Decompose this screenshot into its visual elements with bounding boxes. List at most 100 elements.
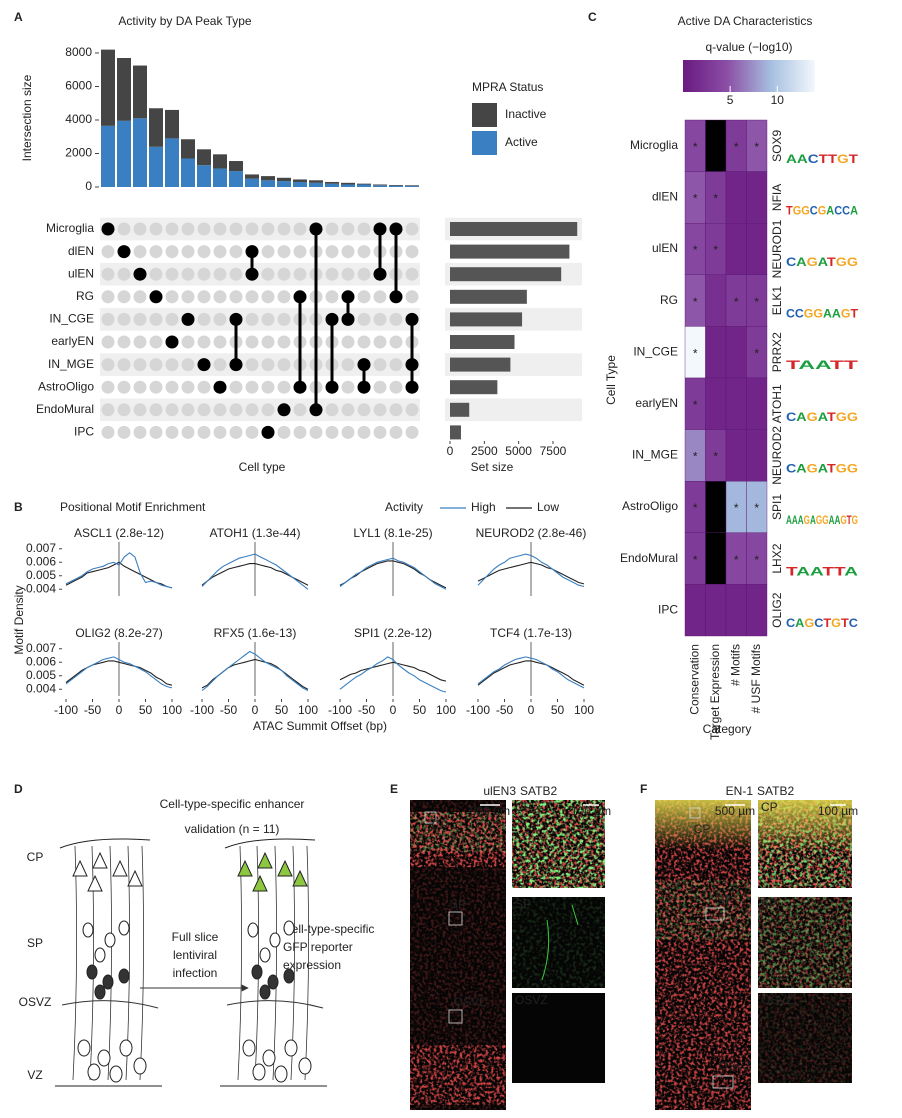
migrating-cell	[86, 964, 98, 980]
bar-segment	[165, 109, 179, 139]
bar-segment	[245, 178, 259, 187]
set-label: IN_CGE	[49, 312, 94, 326]
column-label: # Motifs	[728, 644, 742, 686]
bar	[450, 357, 511, 372]
empty-dot	[229, 245, 243, 259]
stain-label: SATB2	[520, 784, 557, 798]
radial-fiber	[304, 845, 309, 1081]
empty-dot	[389, 403, 403, 417]
panel-label: D	[14, 782, 23, 796]
empty-dot	[405, 290, 419, 304]
y-tick-label: 0.005	[26, 668, 56, 682]
cell	[82, 922, 94, 938]
x-tick-label: -50	[220, 703, 238, 717]
x-tick-label: -100	[328, 703, 352, 717]
bar	[450, 222, 578, 236]
x-tick-label: 50	[139, 703, 153, 717]
neuron	[92, 851, 108, 869]
heat-cell	[725, 326, 747, 379]
member-dot	[405, 358, 419, 372]
scale-label: 500 µm	[715, 804, 755, 818]
empty-dot	[357, 403, 371, 417]
legend-swatch	[472, 103, 497, 127]
member-dot	[405, 312, 419, 326]
motif-name: NEUROD1	[770, 219, 784, 278]
row-label: EndoMural	[620, 551, 678, 565]
row-stripe	[100, 308, 420, 331]
green-signal	[410, 812, 506, 852]
empty-dot	[277, 358, 291, 372]
empty-dot	[197, 335, 211, 349]
osvz-boundary	[61, 1000, 159, 1009]
x-axis-label: Set size	[471, 460, 514, 474]
region-label: OSVZ	[719, 1059, 752, 1073]
empty-dot	[133, 425, 147, 439]
radial-fiber	[254, 845, 259, 1081]
progenitor	[77, 1039, 91, 1057]
significance-star: *	[713, 243, 718, 257]
bar-segment	[309, 182, 323, 187]
bar	[450, 267, 562, 282]
empty-dot	[133, 290, 147, 304]
empty-dot	[133, 380, 147, 394]
neuron	[277, 859, 293, 877]
significance-star: *	[754, 140, 759, 154]
bar-segment	[309, 180, 323, 183]
series-line	[201, 650, 309, 692]
motif-logo: TGGCGACCA	[786, 204, 858, 218]
member-dot	[197, 358, 211, 372]
empty-dot	[213, 335, 227, 349]
motif-logo: C A G ATG G	[786, 462, 858, 476]
empty-dot	[309, 425, 323, 439]
bar-segment	[405, 185, 419, 187]
row-label: earlyEN	[635, 396, 678, 410]
empty-dot	[357, 312, 371, 326]
empty-dot	[197, 245, 211, 259]
empty-dot	[149, 380, 163, 394]
empty-dot	[229, 290, 243, 304]
empty-dot	[405, 425, 419, 439]
x-tick-label: 5000	[505, 444, 532, 458]
bar	[450, 312, 523, 327]
pia	[59, 838, 151, 849]
cell	[269, 932, 281, 948]
heat-cell	[746, 377, 768, 430]
member-dot	[133, 267, 147, 281]
green-signal	[758, 993, 852, 1083]
empty-dot	[357, 290, 371, 304]
bar-segment	[341, 184, 355, 187]
neuron	[112, 859, 128, 877]
empty-dot	[405, 222, 419, 236]
bar-segment	[229, 171, 243, 187]
significance-star: *	[734, 140, 739, 154]
empty-dot	[101, 403, 115, 417]
empty-dot	[181, 358, 195, 372]
empty-dot	[229, 380, 243, 394]
migrating-cell	[118, 968, 130, 984]
series-line	[65, 660, 173, 686]
empty-dot	[373, 380, 387, 394]
member-dot	[245, 245, 259, 259]
bar-segment	[101, 49, 115, 126]
bar-segment	[229, 161, 243, 172]
empty-dot	[261, 312, 275, 326]
heat-cell	[746, 429, 768, 482]
empty-dot	[261, 245, 275, 259]
y-axis-label: Intersection size	[20, 74, 34, 161]
bar-segment	[101, 125, 115, 187]
motif-name: SOX9	[770, 129, 784, 161]
yellow-signal	[758, 800, 852, 853]
column-label: Target Expression	[708, 644, 722, 740]
legend-label: High	[471, 500, 496, 514]
empty-dot	[101, 267, 115, 281]
significance-star: *	[713, 192, 718, 206]
empty-dot	[165, 245, 179, 259]
row-label: AstroOligo	[622, 499, 678, 513]
y-tick-label: 0.007	[26, 641, 56, 655]
empty-dot	[341, 245, 355, 259]
result-text: Cell-type-specific	[283, 922, 374, 936]
panel-label: F	[640, 782, 647, 796]
empty-dot	[133, 358, 147, 372]
empty-dot	[149, 403, 163, 417]
